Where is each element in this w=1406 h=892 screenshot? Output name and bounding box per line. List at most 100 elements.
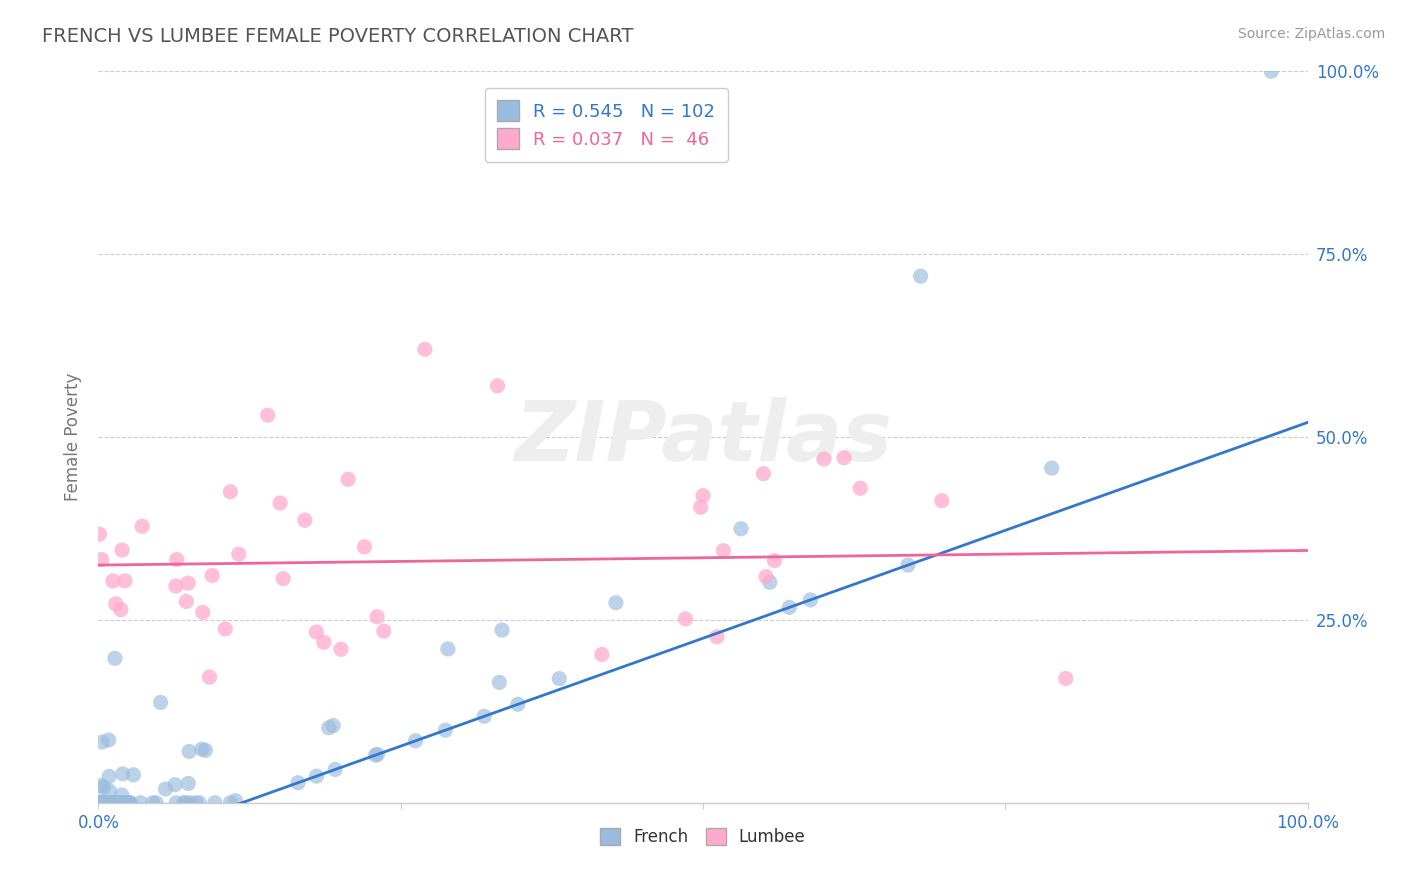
- Point: [763, 553, 786, 567]
- Point: [491, 623, 513, 637]
- Point: [89, 796, 111, 810]
- Point: [110, 602, 132, 616]
- Point: [97, 733, 120, 747]
- Point: [98, 784, 121, 798]
- Point: [931, 493, 953, 508]
- Point: [118, 796, 141, 810]
- Point: [97, 796, 120, 810]
- Point: [103, 796, 125, 810]
- Point: [224, 794, 246, 808]
- Point: [87, 796, 110, 810]
- Point: [752, 467, 775, 481]
- Point: [778, 600, 800, 615]
- Point: [91, 796, 114, 810]
- Point: [96, 796, 118, 810]
- Point: [87, 796, 110, 810]
- Point: [108, 796, 131, 810]
- Point: [198, 670, 221, 684]
- Point: [287, 776, 309, 790]
- Point: [104, 651, 127, 665]
- Point: [548, 672, 571, 686]
- Point: [405, 734, 427, 748]
- Point: [591, 648, 613, 662]
- Point: [91, 796, 114, 810]
- Point: [177, 576, 200, 591]
- Point: [305, 625, 328, 640]
- Point: [98, 769, 121, 783]
- Point: [87, 796, 110, 810]
- Point: [87, 795, 110, 809]
- Point: [488, 675, 510, 690]
- Point: [711, 543, 734, 558]
- Point: [318, 721, 340, 735]
- Point: [100, 796, 122, 810]
- Point: [142, 796, 165, 810]
- Point: [269, 496, 291, 510]
- Point: [118, 796, 141, 810]
- Point: [228, 547, 250, 561]
- Point: [799, 593, 821, 607]
- Point: [90, 796, 112, 810]
- Point: [165, 778, 187, 792]
- Point: [89, 796, 111, 810]
- Point: [111, 543, 134, 558]
- Point: [174, 796, 197, 810]
- Point: [897, 558, 920, 573]
- Point: [105, 796, 128, 810]
- Point: [105, 796, 128, 810]
- Text: FRENCH VS LUMBEE FEMALE POVERTY CORRELATION CHART: FRENCH VS LUMBEE FEMALE POVERTY CORRELAT…: [42, 27, 634, 45]
- Point: [149, 695, 172, 709]
- Point: [472, 709, 495, 723]
- Point: [91, 796, 114, 810]
- Point: [115, 796, 138, 810]
- Point: [910, 269, 932, 284]
- Text: Source: ZipAtlas.com: Source: ZipAtlas.com: [1237, 27, 1385, 41]
- Point: [173, 796, 195, 810]
- Point: [104, 796, 127, 810]
- Point: [486, 379, 509, 393]
- Point: [101, 574, 124, 588]
- Point: [437, 641, 460, 656]
- Point: [89, 527, 111, 541]
- Point: [129, 796, 152, 810]
- Point: [366, 747, 388, 762]
- Legend: French, Lumbee: French, Lumbee: [593, 822, 813, 853]
- Point: [214, 622, 236, 636]
- Point: [87, 796, 110, 810]
- Point: [256, 408, 278, 422]
- Point: [89, 796, 111, 810]
- Point: [165, 579, 187, 593]
- Point: [89, 796, 111, 810]
- Point: [188, 796, 211, 810]
- Point: [155, 782, 177, 797]
- Point: [184, 796, 207, 810]
- Point: [114, 574, 136, 588]
- Point: [177, 776, 200, 790]
- Point: [89, 796, 111, 810]
- Point: [219, 796, 242, 810]
- Point: [89, 796, 111, 810]
- Point: [93, 796, 115, 810]
- Point: [605, 596, 627, 610]
- Point: [100, 796, 122, 810]
- Point: [322, 718, 344, 732]
- Point: [337, 472, 360, 486]
- Point: [1040, 461, 1063, 475]
- Point: [120, 796, 142, 810]
- Point: [434, 723, 457, 738]
- Point: [87, 796, 110, 810]
- Point: [93, 780, 115, 795]
- Point: [413, 343, 436, 357]
- Point: [98, 796, 121, 810]
- Point: [122, 768, 145, 782]
- Point: [849, 481, 872, 495]
- Point: [166, 552, 188, 566]
- Point: [353, 540, 375, 554]
- Point: [103, 796, 125, 810]
- Point: [755, 569, 778, 583]
- Point: [1054, 672, 1077, 686]
- Point: [87, 796, 110, 810]
- Point: [675, 612, 697, 626]
- Point: [294, 513, 316, 527]
- Point: [366, 609, 388, 624]
